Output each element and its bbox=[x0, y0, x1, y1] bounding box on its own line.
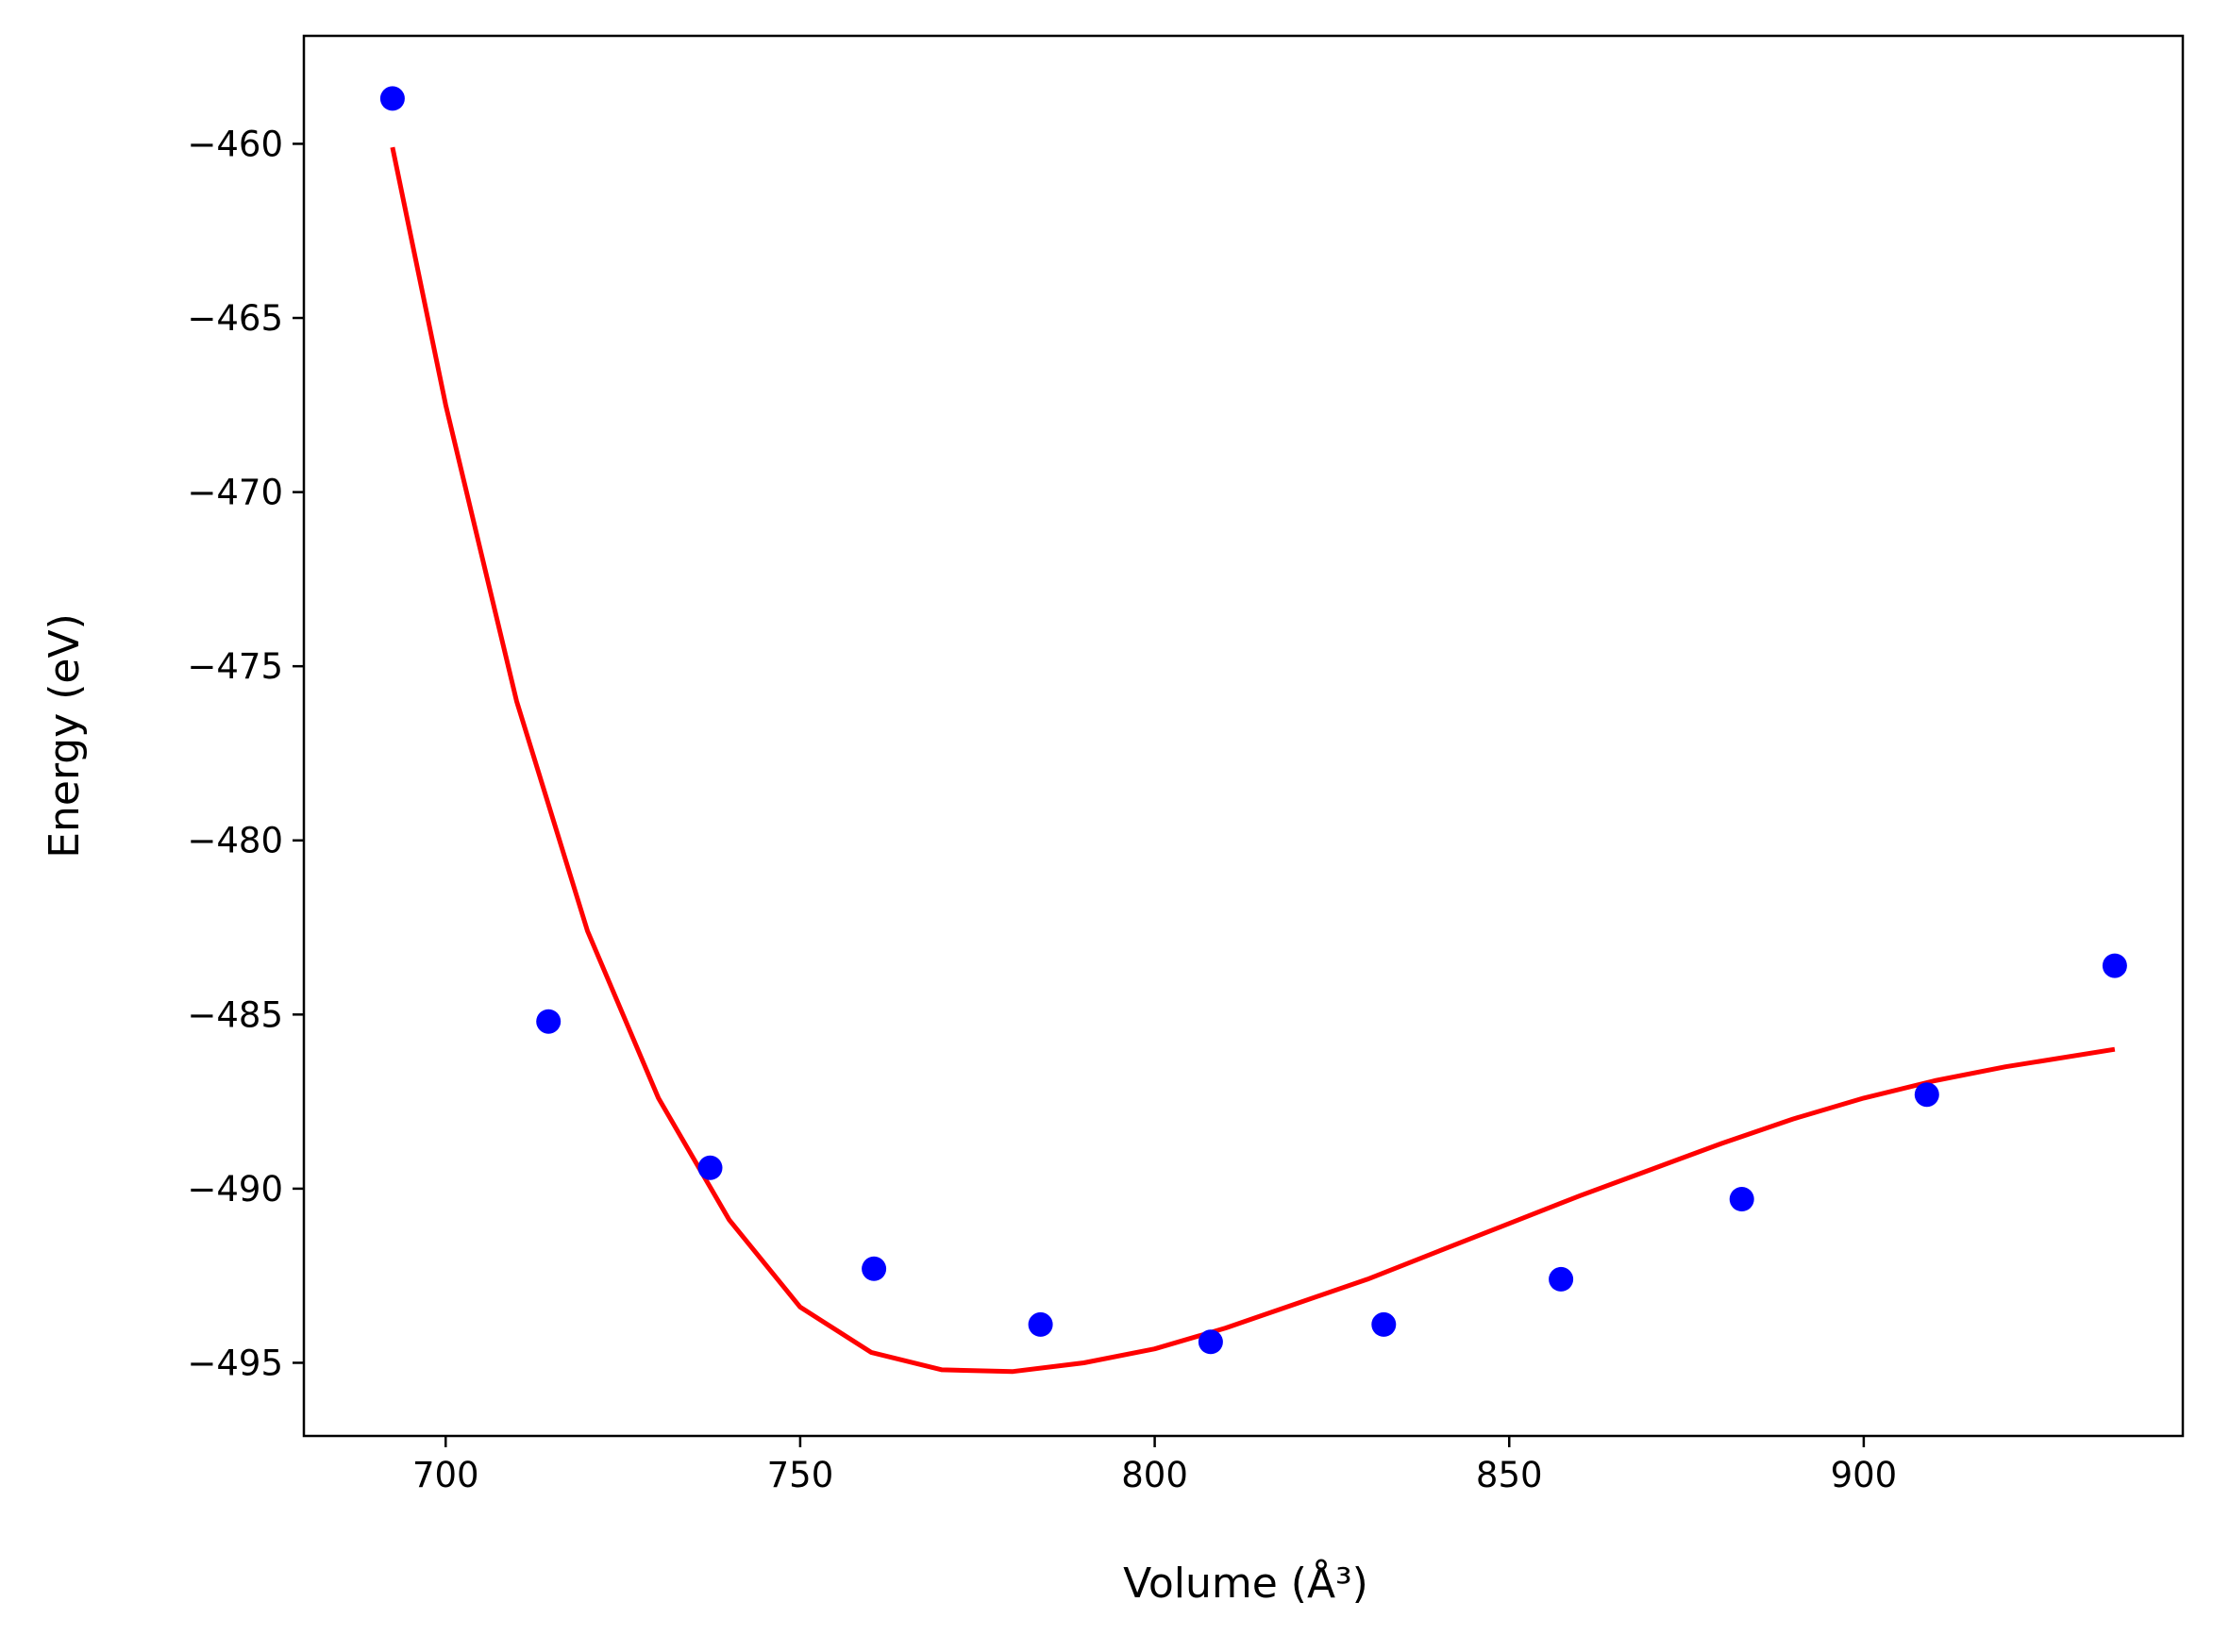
data-point bbox=[536, 1009, 562, 1034]
data-point bbox=[379, 86, 405, 111]
data-point bbox=[1198, 1329, 1223, 1355]
x-tick-label: 700 bbox=[412, 1455, 479, 1495]
y-tick-label: −480 bbox=[187, 821, 283, 861]
y-tick-label: −495 bbox=[187, 1343, 283, 1383]
data-point bbox=[862, 1256, 887, 1281]
data-point bbox=[1549, 1266, 1574, 1292]
plot-area bbox=[379, 86, 2127, 1375]
data-point bbox=[1914, 1082, 1939, 1108]
y-tick-label: −475 bbox=[187, 646, 283, 687]
x-axis-label: Volume (Å³) bbox=[1123, 1558, 1368, 1608]
y-tick-label: −490 bbox=[187, 1169, 283, 1210]
data-point bbox=[2102, 953, 2127, 978]
data-point bbox=[697, 1155, 723, 1180]
fit-curve-line bbox=[390, 146, 2116, 1375]
x-tick-label: 800 bbox=[1121, 1455, 1188, 1495]
y-tick-label: −485 bbox=[187, 994, 283, 1035]
data-point bbox=[1028, 1311, 1053, 1337]
axes-frame bbox=[302, 34, 2185, 1438]
data-point bbox=[1371, 1311, 1397, 1337]
axes: 700 750 800 850 900 −460 −465 −470 −475 −480 −485 −… bbox=[187, 34, 2185, 1495]
y-axis-label: Energy (eV) bbox=[41, 613, 89, 859]
y-tick-label: −470 bbox=[187, 473, 283, 513]
x-tick-label: 850 bbox=[1476, 1455, 1543, 1495]
x-tick-label: 750 bbox=[767, 1455, 834, 1495]
data-point bbox=[1729, 1187, 1754, 1211]
y-tick-label: −460 bbox=[187, 124, 283, 164]
y-tick-label: −465 bbox=[187, 298, 283, 339]
x-tick-label: 900 bbox=[1831, 1455, 1898, 1495]
